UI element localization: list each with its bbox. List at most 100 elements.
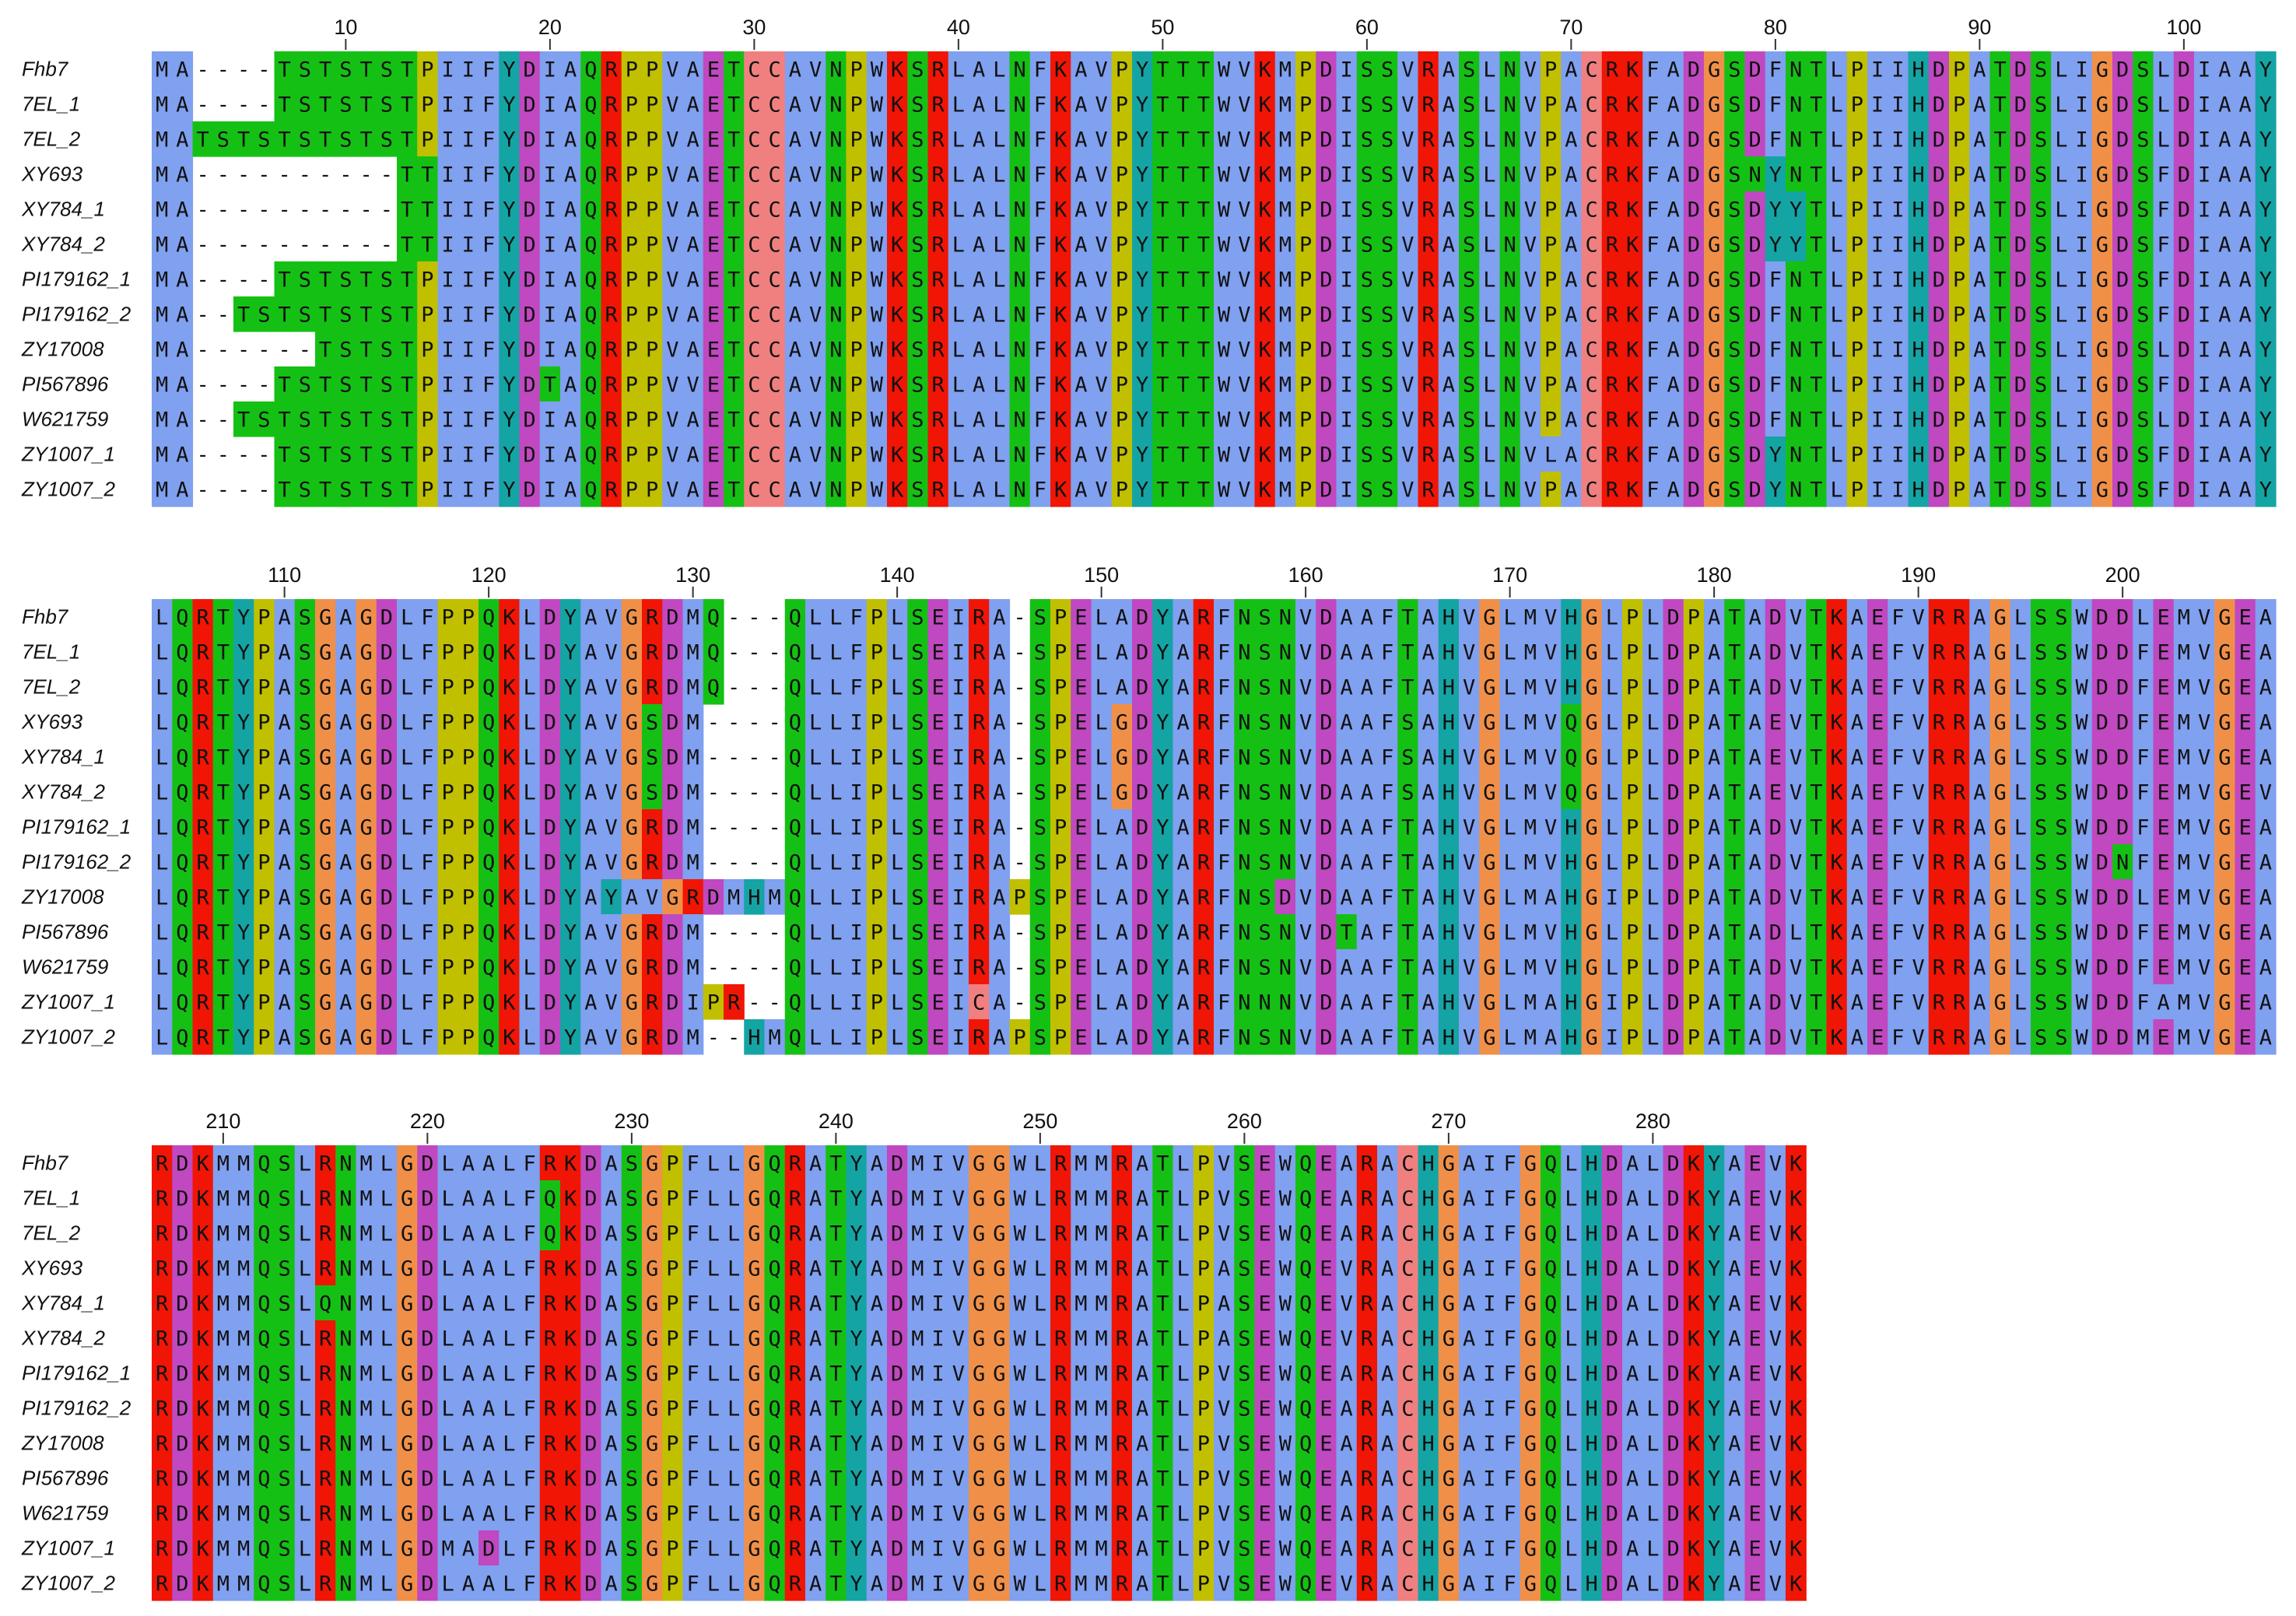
residue-letter: M (1279, 338, 1292, 363)
residue-letter: F (2137, 676, 2149, 700)
residue-letter: Y (237, 921, 250, 945)
residue-letter: S (1728, 93, 1740, 117)
residue-letter: R (1421, 128, 1435, 152)
residue-letter: Y (2259, 93, 2272, 117)
residue-letter: T (1156, 303, 1169, 328)
residue-letter: I (441, 233, 454, 258)
residue-letter: K (1626, 478, 1639, 503)
residue-letter: D (1667, 676, 1679, 700)
residue-letter: V (1912, 816, 1924, 840)
residue-letter: Y (1156, 886, 1169, 910)
residue-letter: R (1197, 711, 1211, 735)
sequence-name: 7EL_1 (22, 640, 80, 664)
residue-letter: T (1156, 408, 1169, 433)
residue-letter: L (1503, 921, 1516, 945)
residue-letter: L (1095, 956, 1107, 980)
residue-letter: E (2238, 851, 2251, 875)
residue-letter: K (1258, 303, 1271, 328)
residue-cell (1826, 51, 1848, 87)
residue-cell (315, 51, 336, 87)
residue-letter: V (1789, 606, 1802, 630)
residue-letter: H (1565, 606, 1577, 630)
residue-letter: G (1708, 128, 1720, 152)
residue-letter: Y (564, 921, 577, 945)
residue-letter: T (217, 956, 230, 980)
residue-letter: I (441, 338, 454, 363)
residue-letter: M (686, 711, 699, 735)
residue-letter: - (217, 408, 230, 433)
residue-letter: P (1626, 921, 1639, 945)
residue-letter: D (2178, 373, 2190, 398)
residue-letter: I (952, 606, 965, 630)
residue-letter: A (1973, 198, 1986, 223)
residue-letter: D (544, 956, 556, 980)
residue-letter: E (931, 816, 944, 840)
residue-cell (1744, 51, 1766, 87)
residue-letter: R (973, 746, 986, 770)
residue-letter: G (2096, 338, 2108, 363)
residue-letter: A (1748, 781, 1761, 805)
residue-letter: S (2055, 851, 2067, 875)
residue-letter: D (1688, 408, 1700, 433)
residue-letter: A (789, 443, 801, 468)
residue-cell (1908, 51, 1930, 87)
residue-letter: A (686, 303, 699, 328)
residue-letter: D (1748, 478, 1761, 503)
residue-letter: Q (584, 233, 597, 258)
residue-letter: I (2198, 198, 2210, 223)
residue-letter: C (768, 443, 780, 468)
residue-letter: I (952, 676, 965, 700)
residue-letter: T (1993, 93, 2006, 117)
residue-letter: A (2259, 606, 2272, 630)
residue-letter: I (1871, 163, 1884, 188)
residue-letter: N (1013, 163, 1025, 188)
residue-letter: I (1871, 303, 1884, 328)
residue-cell (907, 51, 929, 87)
residue-letter: A (1116, 641, 1128, 665)
residue-letter: A (2259, 711, 2272, 735)
residue-letter: D (1748, 128, 1761, 152)
residue-letter: F (1218, 746, 1230, 770)
residue-letter: V (1524, 408, 1537, 433)
residue-letter: M (686, 606, 699, 630)
residue-letter: V (809, 373, 822, 398)
residue-letter: S (1728, 373, 1740, 398)
residue-cell (152, 86, 173, 122)
residue-letter: A (1074, 268, 1087, 293)
residue-letter: Y (503, 198, 515, 223)
alignment-row: Fhb7 M A - - - - T S T S T S T P I I F Y D I A Q R P P V A E T C C A V N P W… (22, 51, 2277, 87)
residue-letter: L (891, 921, 903, 945)
alignment-row: ZY17008 M A - - - - - - T S T S T P I I F Y D I A Q R P P V A E T C C A V… (21, 331, 2277, 367)
residue-letter: A (973, 128, 985, 152)
residue-letter: L (156, 711, 168, 735)
residue-cell (866, 51, 888, 87)
residue-letter: P (421, 478, 433, 503)
residue-letter: P (626, 443, 638, 468)
residue-letter: Y (1136, 233, 1148, 258)
residue-letter: A (973, 408, 985, 433)
residue-letter: A (1708, 886, 1720, 910)
residue-letter: D (2096, 886, 2108, 910)
residue-letter: M (1279, 303, 1292, 328)
residue-letter: L (952, 268, 965, 293)
residue-letter: M (1279, 58, 1292, 82)
residue-letter: L (1830, 408, 1842, 433)
residue-letter: L (523, 886, 535, 910)
residue-letter: L (523, 816, 535, 840)
residue-letter: G (359, 781, 372, 805)
residue-letter: L (2014, 676, 2027, 700)
residue-letter: V (1095, 303, 1107, 328)
residue-letter: T (319, 443, 331, 468)
residue-letter: L (2014, 641, 2027, 665)
residue-letter: W (1218, 408, 1231, 433)
residue-letter: P (1116, 198, 1128, 223)
residue-letter: P (1544, 128, 1557, 152)
residue-letter: F (482, 93, 495, 117)
residue-letter: G (2096, 478, 2108, 503)
residue-letter: - (707, 956, 720, 980)
residue-letter: F (482, 163, 495, 188)
residue-letter: M (1279, 443, 1292, 468)
residue-letter: A (1973, 746, 1986, 770)
residue-letter: C (768, 233, 780, 258)
residue-letter: A (1973, 268, 1986, 293)
